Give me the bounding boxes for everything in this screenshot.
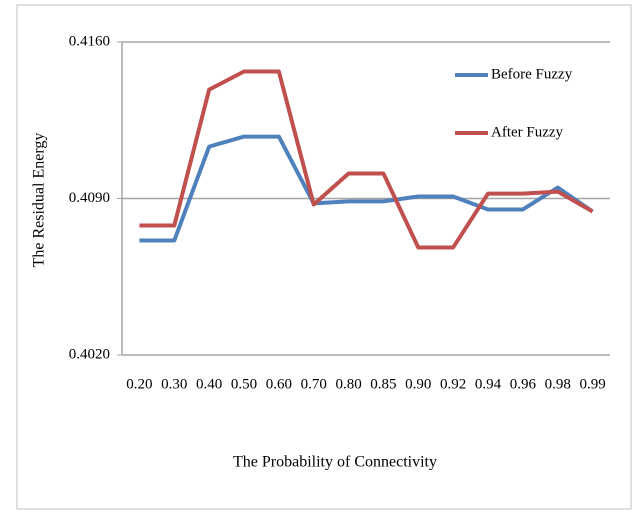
series-line <box>139 69 594 250</box>
x-tick-label: 0.50 <box>231 376 257 392</box>
x-tick-label: 0.85 <box>370 376 396 392</box>
legend-label: Before Fuzzy <box>491 66 573 82</box>
y-tick-label: 0.4020 <box>69 346 110 362</box>
x-tick-label: 0.60 <box>266 376 292 392</box>
chart-frame <box>16 4 632 510</box>
x-tick-label: 0.70 <box>301 376 327 392</box>
x-tick-label: 0.99 <box>579 376 605 392</box>
x-axis-title: The Probability of Connectivity <box>233 454 437 471</box>
series-line <box>139 134 594 243</box>
x-tick-label: 0.20 <box>126 376 152 392</box>
x-tick-label: 0.90 <box>405 376 431 392</box>
y-tick-label: 0.4090 <box>69 190 110 206</box>
legend-label: After Fuzzy <box>491 124 564 140</box>
x-tick-label: 0.92 <box>440 376 466 392</box>
x-tick-label: 0.80 <box>335 376 361 392</box>
x-tick-label: 0.96 <box>510 376 537 392</box>
y-axis-title: The Residual Energy <box>31 133 48 268</box>
y-tick-label: 0.4160 <box>69 33 110 49</box>
x-tick-label: 0.98 <box>545 376 571 392</box>
x-tick-label: 0.30 <box>161 376 187 392</box>
x-tick-label: 0.40 <box>196 376 222 392</box>
x-tick-label: 0.94 <box>475 376 502 392</box>
